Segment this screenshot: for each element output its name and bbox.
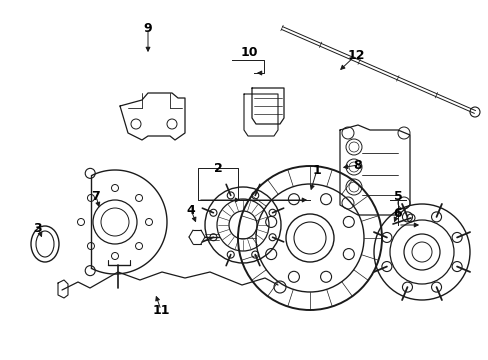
Text: 8: 8 <box>353 158 362 171</box>
Text: 6: 6 <box>393 207 402 220</box>
Text: 1: 1 <box>312 163 321 176</box>
Text: 7: 7 <box>91 189 100 202</box>
Text: 3: 3 <box>34 221 42 234</box>
Text: 11: 11 <box>152 303 169 316</box>
Text: 2: 2 <box>213 162 222 175</box>
Text: 9: 9 <box>143 22 152 35</box>
Text: 4: 4 <box>186 203 195 216</box>
Text: 5: 5 <box>393 189 402 202</box>
Text: 10: 10 <box>240 45 257 59</box>
Text: 12: 12 <box>346 49 364 62</box>
